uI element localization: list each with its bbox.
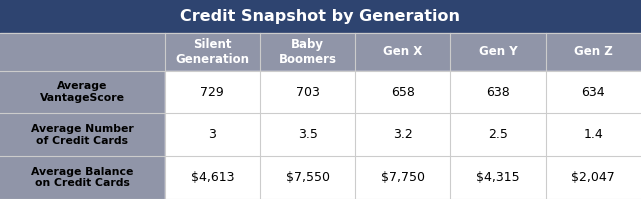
Bar — [451, 33, 545, 71]
Text: 3: 3 — [208, 128, 216, 141]
Text: 703: 703 — [296, 86, 320, 99]
Bar — [260, 113, 355, 156]
Text: Average Balance
on Credit Cards: Average Balance on Credit Cards — [31, 167, 133, 188]
Bar — [451, 156, 545, 199]
Text: Credit Snapshot by Generation: Credit Snapshot by Generation — [181, 9, 460, 24]
Bar — [260, 33, 355, 71]
Bar — [355, 33, 451, 71]
Text: Gen X: Gen X — [383, 45, 422, 58]
Bar — [355, 113, 451, 156]
Bar — [0, 71, 165, 113]
Bar — [260, 156, 355, 199]
Text: Baby
Boomers: Baby Boomers — [279, 38, 337, 66]
Bar — [0, 33, 165, 71]
Bar — [260, 71, 355, 113]
Text: 2.5: 2.5 — [488, 128, 508, 141]
Text: 658: 658 — [391, 86, 415, 99]
Bar — [355, 71, 451, 113]
Bar — [165, 156, 260, 199]
Text: 729: 729 — [201, 86, 224, 99]
Text: 3.2: 3.2 — [393, 128, 413, 141]
Text: Average
VantageScore: Average VantageScore — [40, 81, 125, 103]
Bar — [0, 113, 165, 156]
Bar — [165, 71, 260, 113]
Bar — [451, 113, 545, 156]
Bar — [545, 156, 641, 199]
Bar — [545, 71, 641, 113]
Text: 3.5: 3.5 — [297, 128, 317, 141]
Text: $7,750: $7,750 — [381, 171, 425, 184]
Bar — [545, 113, 641, 156]
Text: 638: 638 — [487, 86, 510, 99]
Bar — [545, 33, 641, 71]
Text: Average Number
of Credit Cards: Average Number of Credit Cards — [31, 124, 134, 146]
Bar — [165, 33, 260, 71]
Text: 634: 634 — [581, 86, 605, 99]
Bar — [0, 0, 641, 33]
Text: $4,613: $4,613 — [190, 171, 234, 184]
Text: 1.4: 1.4 — [583, 128, 603, 141]
Text: $2,047: $2,047 — [572, 171, 615, 184]
Bar — [355, 156, 451, 199]
Bar — [451, 71, 545, 113]
Text: $7,550: $7,550 — [286, 171, 329, 184]
Bar — [0, 156, 165, 199]
Text: Gen Y: Gen Y — [479, 45, 517, 58]
Text: Gen Z: Gen Z — [574, 45, 613, 58]
Text: $4,315: $4,315 — [476, 171, 520, 184]
Text: Silent
Generation: Silent Generation — [176, 38, 249, 66]
Bar — [165, 113, 260, 156]
